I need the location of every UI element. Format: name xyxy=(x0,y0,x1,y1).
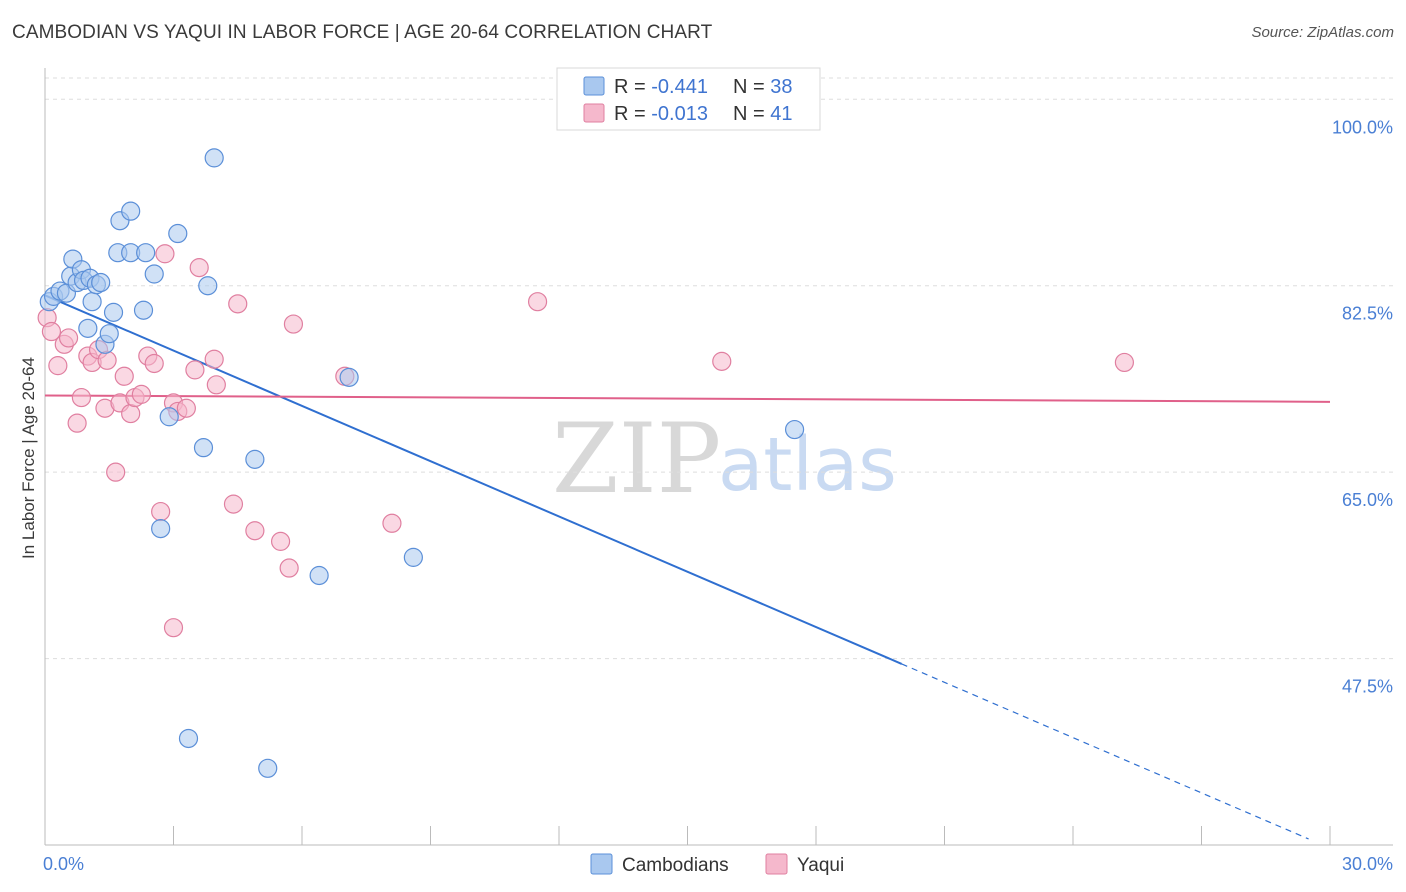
trend-line-cambodians xyxy=(44,294,903,665)
point-cambodians xyxy=(168,223,188,244)
legend-r-label-1: R = xyxy=(614,76,651,98)
legend-n-row-2: N = 41 xyxy=(733,103,793,125)
chart-title: CAMBODIAN VS YAQUI IN LABOR FORCE | AGE … xyxy=(12,22,713,43)
point-cambodians xyxy=(136,243,156,263)
watermark-zip: ZIP xyxy=(552,403,721,515)
y-tick-label: 100.0% xyxy=(1332,117,1393,137)
point-cambodians xyxy=(309,565,329,586)
point-yaqui xyxy=(163,618,184,638)
legend-r-value-2: -0.013 xyxy=(651,103,708,125)
bottom-legend-label-cambodians: Cambodians xyxy=(622,855,729,876)
chart-source: Source: ZipAtlas.com xyxy=(1251,24,1394,41)
legend-row-1: R = -0.441 xyxy=(614,76,708,98)
legend-n-label-2: N = xyxy=(733,103,770,125)
point-yaqui xyxy=(151,501,171,522)
data-points xyxy=(37,148,1135,778)
point-cambodians xyxy=(339,367,359,387)
point-cambodians xyxy=(144,264,164,284)
legend-swatch-cambodians xyxy=(583,76,605,96)
point-yaqui xyxy=(131,384,151,404)
point-yaqui xyxy=(71,387,92,408)
legend-n-row-1: N = 38 xyxy=(733,76,793,98)
trend-lines xyxy=(44,294,1331,840)
bottom-legend-swatch-cambodians xyxy=(590,853,613,875)
point-yaqui xyxy=(67,413,87,433)
point-yaqui xyxy=(58,328,79,348)
legend-r-value-1: -0.441 xyxy=(651,76,708,98)
point-yaqui xyxy=(189,258,209,278)
legend-n-label-1: N = xyxy=(733,76,770,98)
point-yaqui xyxy=(228,294,248,314)
y-tick-label: 47.5% xyxy=(1342,677,1393,697)
point-cambodians xyxy=(78,318,98,338)
point-cambodians xyxy=(159,407,179,427)
point-yaqui xyxy=(712,351,732,371)
point-yaqui xyxy=(106,462,126,482)
legend-n-value-2: 41 xyxy=(770,103,792,125)
trend-line-yaqui xyxy=(44,394,1331,403)
point-cambodians xyxy=(245,449,265,469)
point-yaqui xyxy=(382,513,402,533)
point-cambodians xyxy=(151,519,171,539)
point-cambodians xyxy=(99,324,119,344)
point-yaqui xyxy=(204,349,224,369)
point-cambodians xyxy=(204,148,224,168)
point-cambodians xyxy=(258,758,278,778)
point-cambodians xyxy=(198,276,218,296)
point-cambodians xyxy=(784,419,805,440)
point-yaqui xyxy=(283,314,304,334)
watermark-atlas: atlas xyxy=(718,422,897,508)
y-tick-label: 65.0% xyxy=(1342,490,1393,510)
x-tick-label-min: 0.0% xyxy=(43,854,84,874)
trend-line-cambodians-extension xyxy=(901,663,1309,840)
point-yaqui xyxy=(270,531,291,551)
bottom-legend-swatch-yaqui xyxy=(765,853,788,875)
point-yaqui xyxy=(176,398,196,418)
point-yaqui xyxy=(527,292,548,312)
x-tick-label-max: 30.0% xyxy=(1342,854,1393,874)
point-yaqui xyxy=(48,356,68,376)
point-cambodians xyxy=(82,292,102,312)
point-yaqui xyxy=(1114,352,1135,373)
y-tick-label: 82.5% xyxy=(1342,304,1393,324)
point-cambodians xyxy=(178,728,199,749)
point-yaqui xyxy=(245,521,265,541)
point-cambodians xyxy=(103,302,124,322)
legend-n-value-1: 38 xyxy=(770,76,792,98)
point-yaqui xyxy=(206,375,226,395)
legend-swatch-yaqui xyxy=(583,103,605,123)
axes: 47.5% 65.0% 82.5% 100.0% 0.0% 30.0% xyxy=(43,68,1393,874)
top-legend: R = -0.441 N = 38 R = -0.013 N = 41 xyxy=(556,67,821,131)
legend-r-label-2: R = xyxy=(614,103,651,125)
point-cambodians xyxy=(133,300,154,320)
point-yaqui xyxy=(121,403,141,424)
point-yaqui xyxy=(41,321,62,342)
point-yaqui xyxy=(114,366,134,386)
point-cambodians xyxy=(91,272,111,293)
point-yaqui xyxy=(185,360,205,380)
point-yaqui xyxy=(97,350,117,370)
point-yaqui xyxy=(155,244,175,264)
point-yaqui xyxy=(144,353,164,374)
bottom-legend: Cambodians Yaqui xyxy=(590,853,844,876)
point-yaqui xyxy=(223,494,244,514)
point-yaqui xyxy=(279,558,299,578)
point-cambodians xyxy=(121,201,141,221)
point-cambodians xyxy=(403,547,423,567)
legend-row-2: R = -0.013 xyxy=(614,103,708,125)
point-cambodians xyxy=(193,438,214,458)
y-axis-label: In Labor Force | Age 20-64 xyxy=(19,357,38,559)
bottom-legend-label-yaqui: Yaqui xyxy=(797,855,844,876)
